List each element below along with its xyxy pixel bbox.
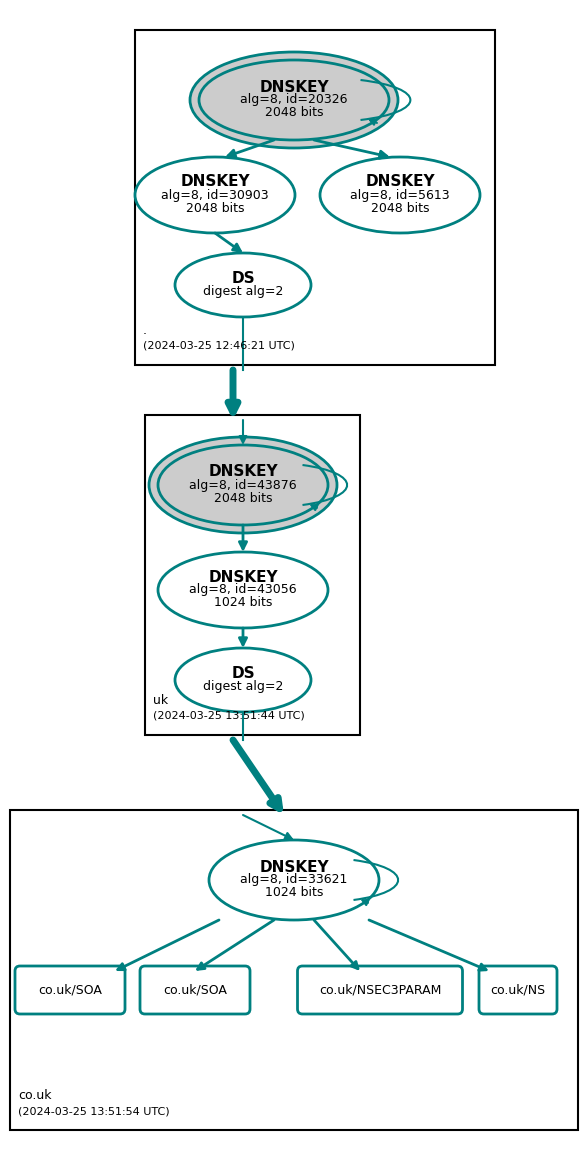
Ellipse shape [158, 445, 328, 526]
Ellipse shape [190, 52, 398, 148]
Ellipse shape [175, 253, 311, 317]
FancyBboxPatch shape [479, 967, 557, 1013]
FancyBboxPatch shape [15, 967, 125, 1013]
Text: DNSKEY: DNSKEY [259, 860, 329, 875]
Ellipse shape [135, 157, 295, 233]
Bar [145, 415, 360, 735]
Text: alg=8, id=20326: alg=8, id=20326 [240, 94, 348, 107]
Ellipse shape [175, 647, 311, 712]
Text: alg=8, id=30903: alg=8, id=30903 [161, 189, 269, 202]
Ellipse shape [158, 552, 328, 628]
Text: digest alg=2: digest alg=2 [203, 285, 283, 298]
Text: co.uk/NSEC3PARAM: co.uk/NSEC3PARAM [319, 983, 441, 997]
Text: co.uk/SOA: co.uk/SOA [38, 983, 102, 997]
Text: (2024-03-25 12:46:21 UTC): (2024-03-25 12:46:21 UTC) [143, 341, 295, 351]
Text: 2048 bits: 2048 bits [214, 491, 272, 504]
Text: DNSKEY: DNSKEY [208, 570, 278, 584]
Ellipse shape [199, 60, 389, 140]
FancyBboxPatch shape [298, 967, 463, 1013]
Text: (2024-03-25 13:51:54 UTC): (2024-03-25 13:51:54 UTC) [18, 1106, 169, 1116]
Text: uk: uk [153, 694, 168, 707]
Text: alg=8, id=43056: alg=8, id=43056 [189, 583, 297, 597]
Ellipse shape [209, 840, 379, 920]
Ellipse shape [320, 157, 480, 233]
Text: co.uk: co.uk [18, 1089, 52, 1101]
Text: 2048 bits: 2048 bits [186, 202, 244, 215]
Text: DNSKEY: DNSKEY [208, 465, 278, 480]
Text: 1024 bits: 1024 bits [214, 597, 272, 610]
Bar [135, 30, 495, 365]
Text: DNSKEY: DNSKEY [365, 175, 435, 190]
Bar [10, 811, 578, 1130]
Text: DS: DS [231, 666, 255, 682]
Text: co.uk/NS: co.uk/NS [490, 983, 546, 997]
Ellipse shape [149, 438, 337, 533]
Text: DS: DS [231, 271, 255, 286]
Text: co.uk/SOA: co.uk/SOA [163, 983, 227, 997]
Text: 1024 bits: 1024 bits [265, 887, 323, 900]
Text: 2048 bits: 2048 bits [265, 107, 323, 120]
Text: DNSKEY: DNSKEY [180, 175, 250, 190]
Text: 2048 bits: 2048 bits [371, 202, 429, 215]
Text: alg=8, id=33621: alg=8, id=33621 [240, 874, 348, 887]
FancyBboxPatch shape [140, 967, 250, 1013]
Text: .: . [143, 324, 147, 337]
Text: digest alg=2: digest alg=2 [203, 680, 283, 693]
Text: DNSKEY: DNSKEY [259, 80, 329, 95]
Text: alg=8, id=43876: alg=8, id=43876 [189, 479, 297, 491]
Text: (2024-03-25 13:51:44 UTC): (2024-03-25 13:51:44 UTC) [153, 711, 305, 721]
Text: alg=8, id=5613: alg=8, id=5613 [350, 189, 450, 202]
